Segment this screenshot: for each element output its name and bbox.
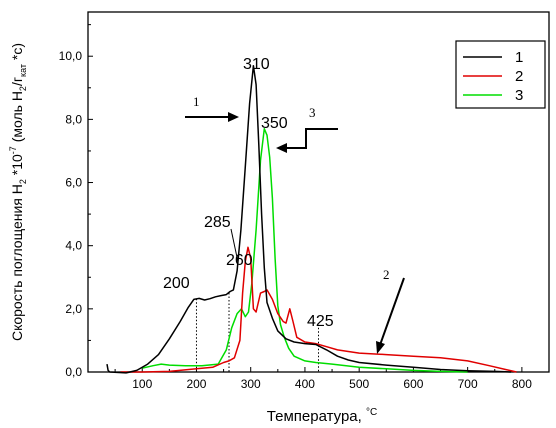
peak-label-200: 200 (163, 275, 190, 292)
legend-box (455, 40, 546, 109)
peak-label-310: 310 (243, 56, 270, 73)
peak-label-285: 285 (204, 214, 231, 231)
y-tick-label-1: 2,0 (65, 302, 82, 316)
peak-label-350: 350 (261, 115, 288, 132)
pointer-285 (230, 228, 239, 263)
arrow-1-head (228, 112, 239, 122)
arrow-label-3: 3 (309, 105, 316, 120)
x-tick-label-300: 300 (241, 377, 261, 391)
x-tick-label-100: 100 (132, 377, 152, 391)
arrow-3 (285, 128, 338, 149)
x-tick-label-200: 200 (186, 377, 206, 391)
legend-label-2: 2 (515, 68, 523, 85)
series-line-1 (106, 64, 512, 374)
legend-label-1: 1 (515, 49, 523, 66)
peak-guide-lines (195, 293, 319, 372)
series-line-2 (120, 246, 517, 373)
series-line-3 (142, 128, 468, 373)
arrow-2-head (376, 341, 385, 354)
arrow-3-head (276, 143, 287, 153)
annotation-arrows (185, 112, 405, 354)
y-tick-label-4: 8,0 (65, 112, 82, 126)
arrow-2 (379, 277, 405, 346)
peak-labels: 200 260 285 310 350 425 (163, 56, 334, 330)
y-tick-label-5: 10,0 (59, 49, 83, 63)
y-tick-label-3: 6,0 (65, 176, 82, 190)
x-tick-label-600: 600 (403, 377, 423, 391)
peak-label-425: 425 (307, 313, 334, 330)
x-tick-label-500: 500 (349, 377, 369, 391)
legend: 1 2 3 (455, 40, 546, 109)
y-axis-label: Скорость поглощения H2 *10-7 (моль H2/гк… (8, 43, 28, 341)
x-tick-label-700: 700 (458, 377, 478, 391)
arrow-labels: 1 2 3 (193, 94, 390, 282)
legend-label-3: 3 (515, 87, 523, 104)
x-axis-label: Температура, °C (267, 407, 377, 425)
y-tick-label-0: 0,0 (65, 365, 82, 379)
x-tick-label-400: 400 (295, 377, 315, 391)
x-tick-label-800: 800 (512, 377, 532, 391)
arrow-label-2: 2 (383, 267, 390, 282)
y-tick-label-2: 4,0 (65, 239, 82, 253)
series-group (106, 64, 517, 374)
peak-label-260: 260 (226, 252, 253, 269)
arrow-label-1: 1 (193, 94, 200, 109)
